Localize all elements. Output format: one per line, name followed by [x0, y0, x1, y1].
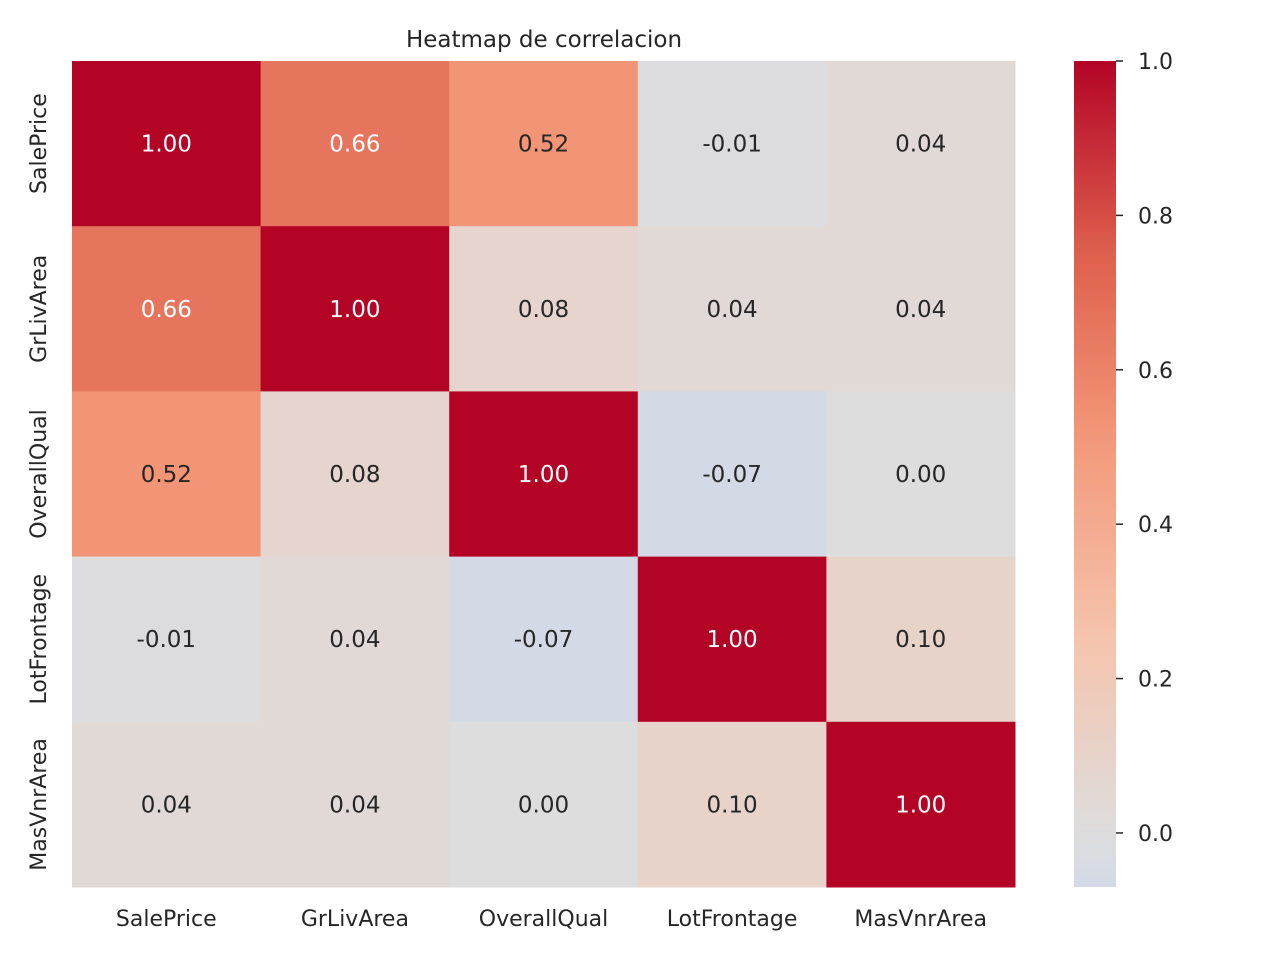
heatmap-cell-label: 0.52 [141, 462, 192, 488]
heatmap-cell [826, 391, 1016, 558]
heatmap-cell [72, 556, 262, 723]
x-tick-label: OverallQual [479, 907, 608, 932]
y-tick-label: GrLivArea [27, 255, 52, 363]
heatmap-cell-label: 0.04 [895, 132, 946, 158]
heatmap-cell [449, 226, 639, 392]
heatmap-cell [260, 556, 450, 723]
heatmap-cell [260, 721, 450, 888]
y-axis: SalePrice GrLivArea OverallQual LotFrontage… [27, 93, 52, 870]
heatmap-cell-label: 0.10 [895, 627, 946, 653]
heatmap-cell [449, 556, 639, 723]
heatmap-cell-labels: 1.00 0.66 0.52 -0.01 0.04 0.66 1.00 0.08 0.04 0.0… [137, 132, 947, 819]
heatmap-cell-label: 1.00 [518, 462, 569, 488]
y-tick-label: MasVnrArea [27, 738, 52, 871]
y-tick-label: SalePrice [27, 93, 52, 194]
heatmap-cell-label: 0.66 [329, 132, 380, 158]
x-tick-label: LotFrontage [667, 907, 798, 932]
x-tick-label: MasVnrArea [854, 907, 987, 932]
heatmap-cell [260, 61, 450, 227]
heatmap-cell-label: 0.52 [518, 132, 569, 158]
heatmap-cell [637, 391, 827, 558]
heatmap-cell [826, 556, 1016, 723]
colorbar-gradient [1074, 61, 1116, 887]
y-tick-label: OverallQual [27, 409, 52, 538]
heatmap-cell [72, 226, 262, 392]
colorbar-tick-label: 0.4 [1138, 513, 1173, 538]
heatmap-cell-label: 0.08 [518, 297, 569, 323]
colorbar: 0.0 0.2 0.4 0.6 0.8 1.0 [1074, 50, 1173, 887]
heatmap-cell-label: -0.01 [137, 627, 197, 653]
heatmap-cell-label: 1.00 [706, 627, 757, 653]
heatmap-cell-label: 1.00 [141, 132, 192, 158]
x-tick-label: SalePrice [116, 907, 217, 932]
heatmap-cell [72, 61, 262, 227]
heatmap-cell-label: 0.08 [329, 462, 380, 488]
colorbar-tick-label: 0.0 [1138, 822, 1173, 847]
heatmap-cell [826, 226, 1016, 392]
heatmap-cell [637, 556, 827, 723]
heatmap-cell-label: 0.04 [329, 792, 380, 818]
heatmap-cells [72, 61, 1016, 888]
heatmap-cell [637, 721, 827, 888]
heatmap-cell [826, 721, 1016, 888]
heatmap-cell [826, 61, 1016, 227]
colorbar-tick-label: 0.8 [1138, 204, 1173, 229]
heatmap-cell [72, 391, 262, 558]
colorbar-tick-label: 1.0 [1138, 50, 1173, 75]
heatmap-cell-label: 1.00 [895, 792, 946, 818]
y-tick-label: LotFrontage [27, 574, 52, 705]
heatmap-cell-label: 1.00 [329, 297, 380, 323]
heatmap-cell [260, 226, 450, 392]
heatmap-cell [637, 226, 827, 392]
heatmap-cell-label: -0.01 [702, 132, 762, 158]
heatmap-cell [260, 391, 450, 558]
heatmap-cell [449, 721, 639, 888]
x-axis: SalePrice GrLivArea OverallQual LotFrontage… [116, 907, 987, 932]
heatmap-cell-label: 0.66 [141, 297, 192, 323]
heatmap-cell [449, 61, 639, 227]
heatmap-cell-label: 0.00 [895, 462, 946, 488]
heatmap-cell-label: 0.10 [706, 792, 757, 818]
heatmap-cell [637, 61, 827, 227]
x-tick-label: GrLivArea [301, 907, 409, 932]
heatmap-cell-label: 0.04 [895, 297, 946, 323]
heatmap-cell-label: 0.00 [518, 792, 569, 818]
colorbar-tick-label: 0.2 [1138, 668, 1173, 693]
heatmap-cell-label: 0.04 [141, 792, 192, 818]
heatmap-cell-label: 0.04 [329, 627, 380, 653]
heatmap-cell-label: -0.07 [514, 627, 574, 653]
heatmap-cell [72, 721, 262, 888]
heatmap-cell-label: 0.04 [706, 297, 757, 323]
heatmap-cell-label: -0.07 [702, 462, 762, 488]
heatmap-cell [449, 391, 639, 558]
colorbar-tick-label: 0.6 [1138, 359, 1173, 384]
chart-title: Heatmap de correlacion [406, 27, 682, 53]
